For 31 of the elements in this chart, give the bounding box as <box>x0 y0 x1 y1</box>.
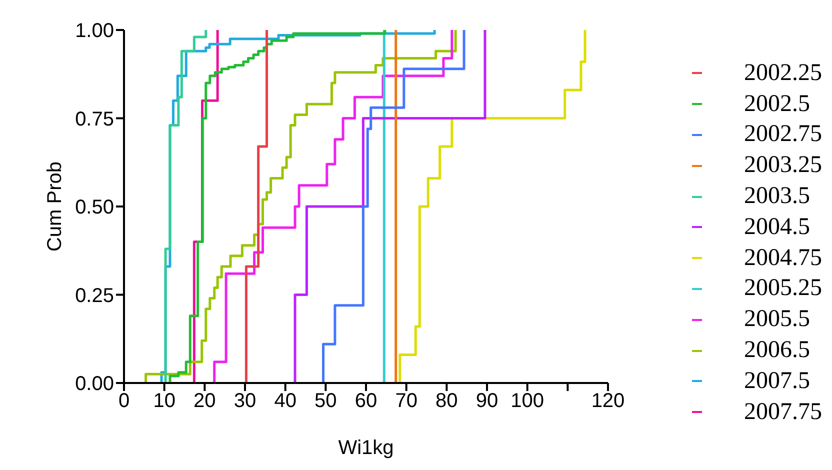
x-tick-label: 120 <box>591 390 625 412</box>
legend-label: 2007.5 <box>744 368 810 395</box>
x-tick-label: 30 <box>234 390 256 412</box>
y-tick-label: 0.00 <box>75 373 114 396</box>
x-tick-label: 80 <box>436 390 458 412</box>
x-tick-label: 0 <box>118 390 130 412</box>
legend-label: 2003.5 <box>744 183 810 210</box>
x-tick-label: 60 <box>354 390 378 412</box>
x-tick-label: 40 <box>274 390 296 412</box>
y-tick-label: 0.50 <box>75 196 114 219</box>
legend-label: 2006.5 <box>744 337 810 364</box>
x-tick-label: 90 <box>476 390 498 412</box>
legend-label: 2005.25 <box>744 275 822 302</box>
y-tick-label: 0.75 <box>75 108 114 130</box>
x-tick-label: 20 <box>194 390 216 412</box>
legend-label: 2007.75 <box>744 398 822 426</box>
legend-label: 2004.5 <box>744 214 810 241</box>
x-tick-label: 10 <box>153 390 176 412</box>
legend-label: 2002.75 <box>744 121 822 148</box>
y-tick-label: 0.25 <box>75 284 114 307</box>
legend-label: 2002.25 <box>744 60 822 87</box>
legend-label: 2003.25 <box>744 152 822 180</box>
x-tick-label: 100 <box>510 390 544 412</box>
legend-label: 2004.75 <box>744 244 822 272</box>
y-axis-title: Cum Prob <box>44 161 66 252</box>
legend-label: 2002.5 <box>744 90 810 118</box>
x-axis-title: Wi1kg <box>338 437 394 459</box>
legend-label: 2005.5 <box>744 306 810 334</box>
x-tick-label: 50 <box>314 390 337 412</box>
y-tick-label: 1.00 <box>75 20 114 42</box>
x-tick-label: 70 <box>395 390 418 412</box>
